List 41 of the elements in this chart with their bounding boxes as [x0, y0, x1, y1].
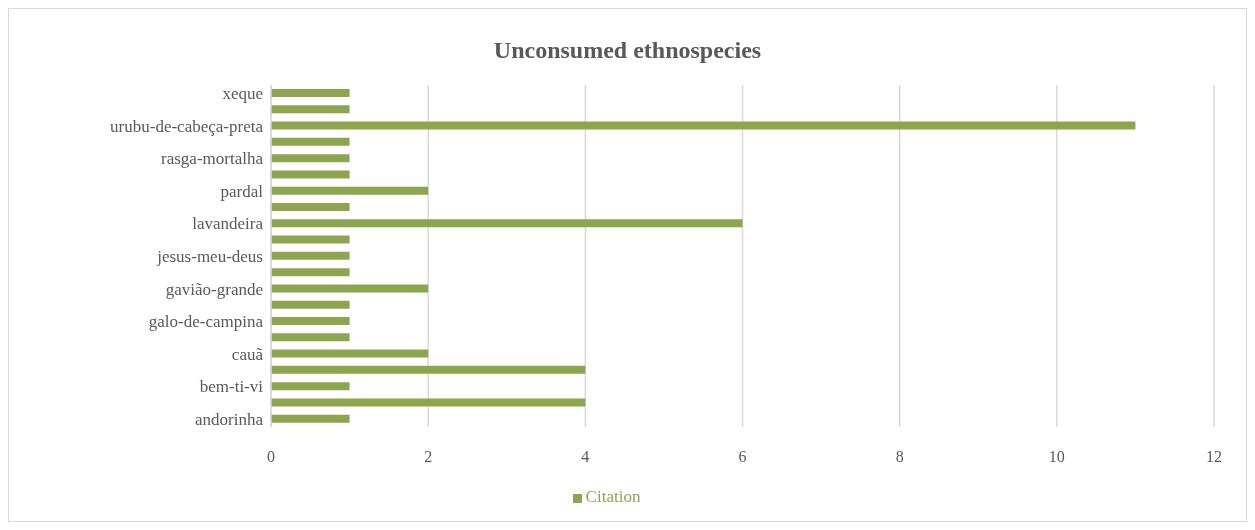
bar	[271, 170, 350, 179]
x-tick-label: 0	[267, 448, 275, 466]
x-tick-label: 8	[895, 448, 904, 466]
bar	[271, 219, 743, 228]
bar	[271, 235, 350, 244]
y-tick-label: xeque	[222, 84, 263, 104]
bar	[271, 382, 350, 391]
x-tick-label: 12	[1206, 448, 1222, 466]
bar	[271, 251, 350, 260]
bar	[271, 300, 350, 309]
x-tick-label: 4	[581, 448, 590, 466]
bar	[271, 186, 429, 195]
bar	[271, 414, 350, 423]
y-tick-label: pardal	[220, 181, 264, 201]
y-tick-label: cauã	[231, 344, 264, 364]
bar	[271, 105, 350, 114]
bar	[271, 333, 350, 342]
bar	[271, 365, 586, 374]
chart-title: Unconsumed ethnospecies	[492, 37, 763, 65]
y-tick-label: galo-de-campina	[148, 312, 264, 332]
y-tick-label: andorinha	[195, 409, 264, 429]
bar	[271, 89, 350, 97]
bar	[271, 268, 350, 277]
bar	[271, 203, 350, 211]
bar	[271, 317, 350, 325]
y-tick-label: gavião-grande	[165, 279, 263, 299]
bar	[271, 121, 1136, 130]
bar	[271, 154, 350, 163]
legend-label: Citation	[585, 487, 641, 506]
y-tick-label: urubu-de-cabeça-preta	[110, 116, 264, 136]
x-tick-label: 10	[1048, 448, 1065, 466]
bar	[271, 284, 429, 293]
bar	[271, 398, 586, 407]
bar	[271, 137, 350, 146]
y-tick-label: rasga-mortalha	[161, 149, 264, 169]
y-tick-label: lavandeira	[192, 214, 264, 234]
bar	[271, 349, 429, 358]
y-tick-label: jesus-meu-deus	[156, 247, 263, 267]
x-tick-label: 6	[738, 448, 747, 466]
x-tick-label: 2	[424, 448, 433, 466]
y-tick-label: bem-ti-vi	[199, 377, 264, 397]
